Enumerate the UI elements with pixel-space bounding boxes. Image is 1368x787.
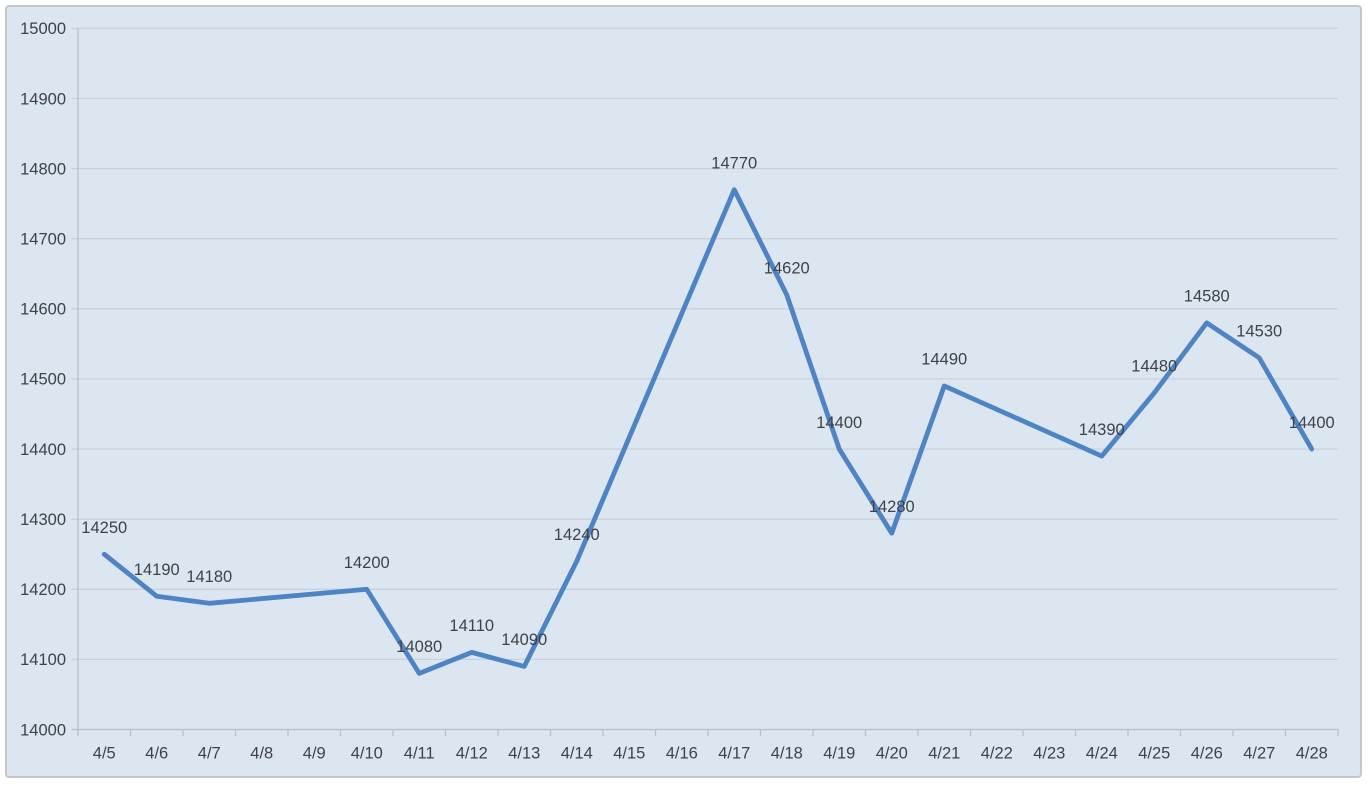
svg-text:14800: 14800 [20, 160, 66, 178]
svg-text:4/18: 4/18 [771, 744, 803, 762]
svg-text:4/21: 4/21 [928, 744, 960, 762]
svg-text:14240: 14240 [554, 526, 600, 544]
svg-text:14180: 14180 [186, 568, 232, 586]
svg-text:4/22: 4/22 [981, 744, 1013, 762]
svg-text:4/15: 4/15 [613, 744, 645, 762]
svg-text:14250: 14250 [81, 519, 127, 537]
svg-text:14600: 14600 [20, 301, 66, 319]
svg-text:4/9: 4/9 [303, 744, 326, 762]
svg-text:4/10: 4/10 [351, 744, 383, 762]
svg-text:14400: 14400 [816, 414, 862, 432]
svg-text:4/20: 4/20 [876, 744, 908, 762]
svg-text:14400: 14400 [20, 441, 66, 459]
svg-text:15000: 15000 [20, 20, 66, 38]
svg-text:4/14: 4/14 [561, 744, 593, 762]
svg-text:14620: 14620 [764, 260, 810, 278]
svg-text:14900: 14900 [20, 90, 66, 108]
svg-text:14300: 14300 [20, 511, 66, 529]
svg-text:4/19: 4/19 [823, 744, 855, 762]
svg-text:14280: 14280 [869, 498, 915, 516]
svg-text:4/17: 4/17 [718, 744, 750, 762]
svg-text:14400: 14400 [1289, 414, 1335, 432]
svg-text:4/12: 4/12 [456, 744, 488, 762]
svg-text:14480: 14480 [1131, 358, 1177, 376]
svg-text:4/7: 4/7 [198, 744, 221, 762]
svg-text:14390: 14390 [1079, 421, 1125, 439]
svg-text:4/5: 4/5 [93, 744, 116, 762]
svg-text:14080: 14080 [396, 638, 442, 656]
svg-text:4/6: 4/6 [145, 744, 168, 762]
svg-text:4/25: 4/25 [1138, 744, 1170, 762]
svg-text:14500: 14500 [20, 371, 66, 389]
svg-text:14110: 14110 [449, 617, 494, 635]
svg-text:14700: 14700 [20, 231, 66, 249]
svg-text:14770: 14770 [711, 154, 757, 172]
svg-text:14190: 14190 [134, 561, 180, 579]
svg-text:4/27: 4/27 [1243, 744, 1275, 762]
svg-text:14200: 14200 [20, 581, 66, 599]
svg-text:4/23: 4/23 [1033, 744, 1065, 762]
svg-text:14100: 14100 [20, 651, 66, 669]
svg-text:14000: 14000 [20, 721, 66, 739]
svg-text:4/8: 4/8 [250, 744, 273, 762]
svg-text:14090: 14090 [501, 631, 547, 649]
svg-text:14200: 14200 [344, 554, 390, 572]
svg-text:4/13: 4/13 [508, 744, 540, 762]
svg-text:4/24: 4/24 [1086, 744, 1118, 762]
svg-text:14530: 14530 [1236, 323, 1282, 341]
svg-text:4/11: 4/11 [404, 744, 435, 762]
svg-text:14580: 14580 [1184, 288, 1230, 306]
svg-text:14490: 14490 [921, 351, 967, 369]
svg-text:4/28: 4/28 [1296, 744, 1328, 762]
svg-text:4/16: 4/16 [666, 744, 698, 762]
svg-text:4/26: 4/26 [1191, 744, 1223, 762]
